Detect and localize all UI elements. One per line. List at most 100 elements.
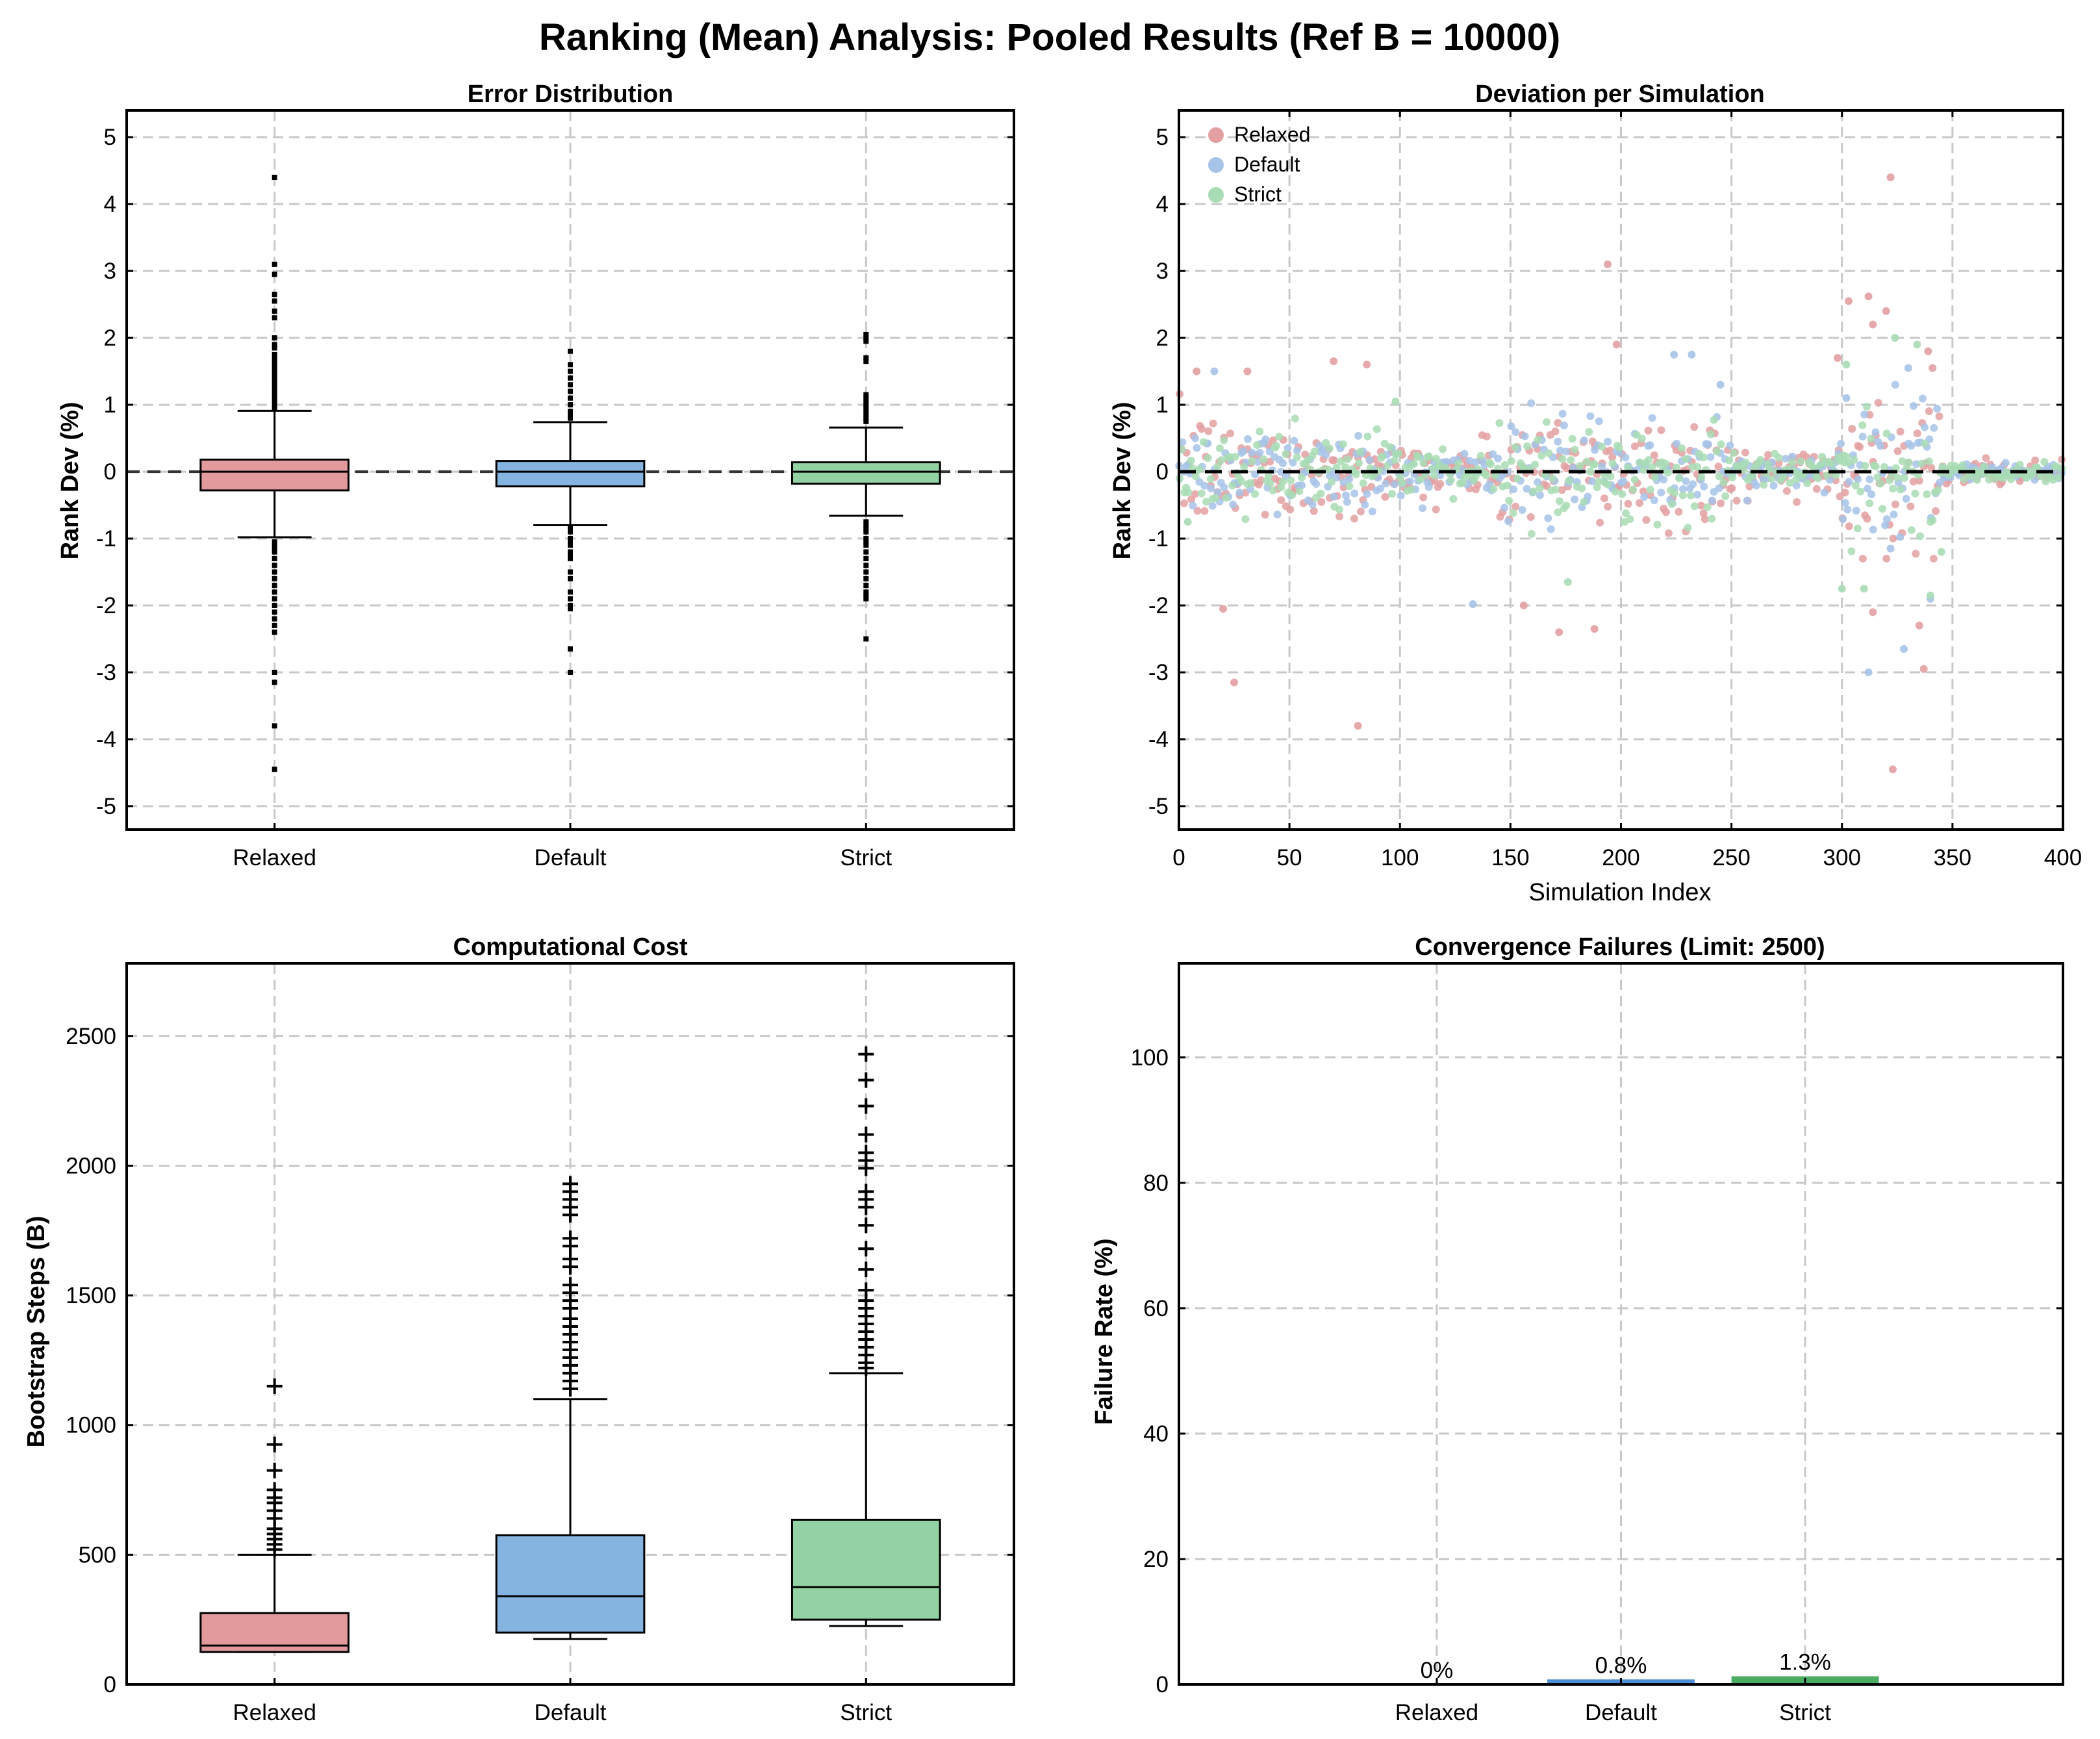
default-point: [1715, 484, 1723, 492]
default-box: [495, 460, 646, 488]
default-bar-value-label: 0.8%: [1595, 1653, 1647, 1678]
strict-point: [1929, 516, 1937, 525]
default-point: [1869, 526, 1877, 534]
relaxed-point: [1913, 429, 1921, 438]
relaxed-outlier-point: [272, 261, 277, 267]
default-outlier-point: [563, 1380, 578, 1397]
strict-outlier-point: [858, 1199, 874, 1215]
strict-point: [1337, 457, 1345, 466]
relaxed-point: [1266, 457, 1274, 466]
strict-point: [1355, 459, 1363, 467]
strict-point: [1917, 459, 1926, 468]
strict-outlier-point: [858, 1160, 874, 1176]
default-point: [1646, 441, 1654, 450]
relaxed-outlier-point: [272, 315, 277, 321]
relaxed-outlier-point: [272, 359, 277, 364]
strict-point: [1248, 457, 1256, 465]
default-point: [1342, 491, 1350, 500]
strict-point: [2055, 473, 2063, 481]
relaxed-point: [1728, 484, 1736, 492]
computational-cost-title: Computational Cost: [453, 933, 688, 961]
default-outlier-point: [568, 402, 573, 408]
relaxed-outlier-point: [272, 351, 277, 357]
y-tick-label: -4: [96, 727, 116, 752]
relaxed-point: [1644, 426, 1652, 435]
strict-point: [1253, 441, 1261, 450]
default-point: [1193, 444, 1201, 452]
strict-point: [1678, 491, 1687, 500]
strict-point: [2028, 470, 2036, 478]
strict-outlier-point: [858, 1072, 874, 1088]
strict-point: [1706, 430, 1715, 438]
relaxed-point: [1856, 443, 1864, 451]
strict-point: [1866, 499, 1874, 507]
default-point: [1907, 442, 1916, 450]
relaxed-point: [1354, 722, 1362, 730]
strict-point: [1893, 474, 1902, 482]
strict-point: [1495, 419, 1504, 427]
relaxed-point: [1896, 427, 1904, 436]
strict-outlier-point: [863, 522, 869, 528]
y-tick-label: -2: [1148, 593, 1169, 618]
strict-point: [1672, 463, 1680, 472]
strict-point: [1356, 448, 1365, 456]
default-point: [1436, 471, 1445, 479]
relaxed-outlier-point: [272, 372, 277, 377]
default-point: [1752, 481, 1760, 490]
relaxed-point: [1335, 513, 1343, 521]
strict-point: [1618, 490, 1626, 498]
strict-point: [1246, 479, 1255, 487]
strict-point: [1662, 459, 1670, 468]
strict-outlier-point: [863, 519, 869, 525]
strict-point: [1513, 474, 1522, 483]
default-point: [1864, 485, 1872, 493]
default-point: [1902, 494, 1910, 503]
strict-point: [1756, 455, 1765, 464]
strict-point: [1867, 435, 1875, 443]
strict-point: [1199, 438, 1208, 446]
strict-point: [1639, 466, 1648, 474]
strict-point: [1606, 472, 1615, 481]
strict-point: [1339, 440, 1347, 448]
relaxed-point: [1924, 347, 1932, 355]
y-tick-label: -3: [1148, 660, 1169, 685]
relaxed-outlier-point: [272, 365, 277, 371]
default-outlier-point: [568, 348, 573, 354]
strict-point: [1378, 452, 1387, 461]
relaxed-point: [1432, 505, 1440, 514]
strict-point: [1251, 490, 1259, 498]
y-tick-label: 60: [1143, 1296, 1169, 1321]
strict-point: [1873, 473, 1882, 481]
strict-point: [1653, 520, 1662, 529]
default-point: [1248, 448, 1256, 457]
strict-point: [1454, 459, 1463, 468]
default-outlier-point: [568, 542, 573, 548]
strict-point: [1907, 526, 1916, 534]
x-tick-label: 0: [1172, 845, 1185, 870]
relaxed-outlier-point: [266, 1436, 283, 1453]
default-outlier-point: [563, 1259, 578, 1275]
relaxed-point: [1650, 451, 1658, 459]
default-point: [1289, 459, 1297, 467]
default-point: [1918, 394, 1927, 403]
strict-outlier-point: [863, 549, 869, 555]
default-point: [1191, 434, 1199, 442]
default-point: [1788, 452, 1797, 461]
legend-marker-default: [1208, 157, 1224, 173]
computational-cost-panel: Computational Cost Bootstrap Steps (B) 0…: [23, 933, 1015, 1725]
strict-point: [1215, 444, 1224, 453]
strict-outlier-point: [863, 555, 869, 561]
relaxed-point: [1356, 507, 1365, 516]
default-outlier-point: [568, 555, 573, 561]
relaxed-point: [1919, 665, 1928, 673]
relaxed-point: [1317, 498, 1326, 506]
strict-point: [1259, 455, 1268, 464]
strict-point: [1823, 471, 1831, 479]
strict-point: [1880, 463, 1889, 471]
strict-point: [1240, 463, 1248, 471]
relaxed-outlier-point: [272, 723, 277, 729]
default-outlier-point: [568, 569, 573, 575]
default-point: [1312, 479, 1321, 488]
default-point: [1716, 381, 1725, 389]
default-outlier-point: [568, 409, 573, 414]
